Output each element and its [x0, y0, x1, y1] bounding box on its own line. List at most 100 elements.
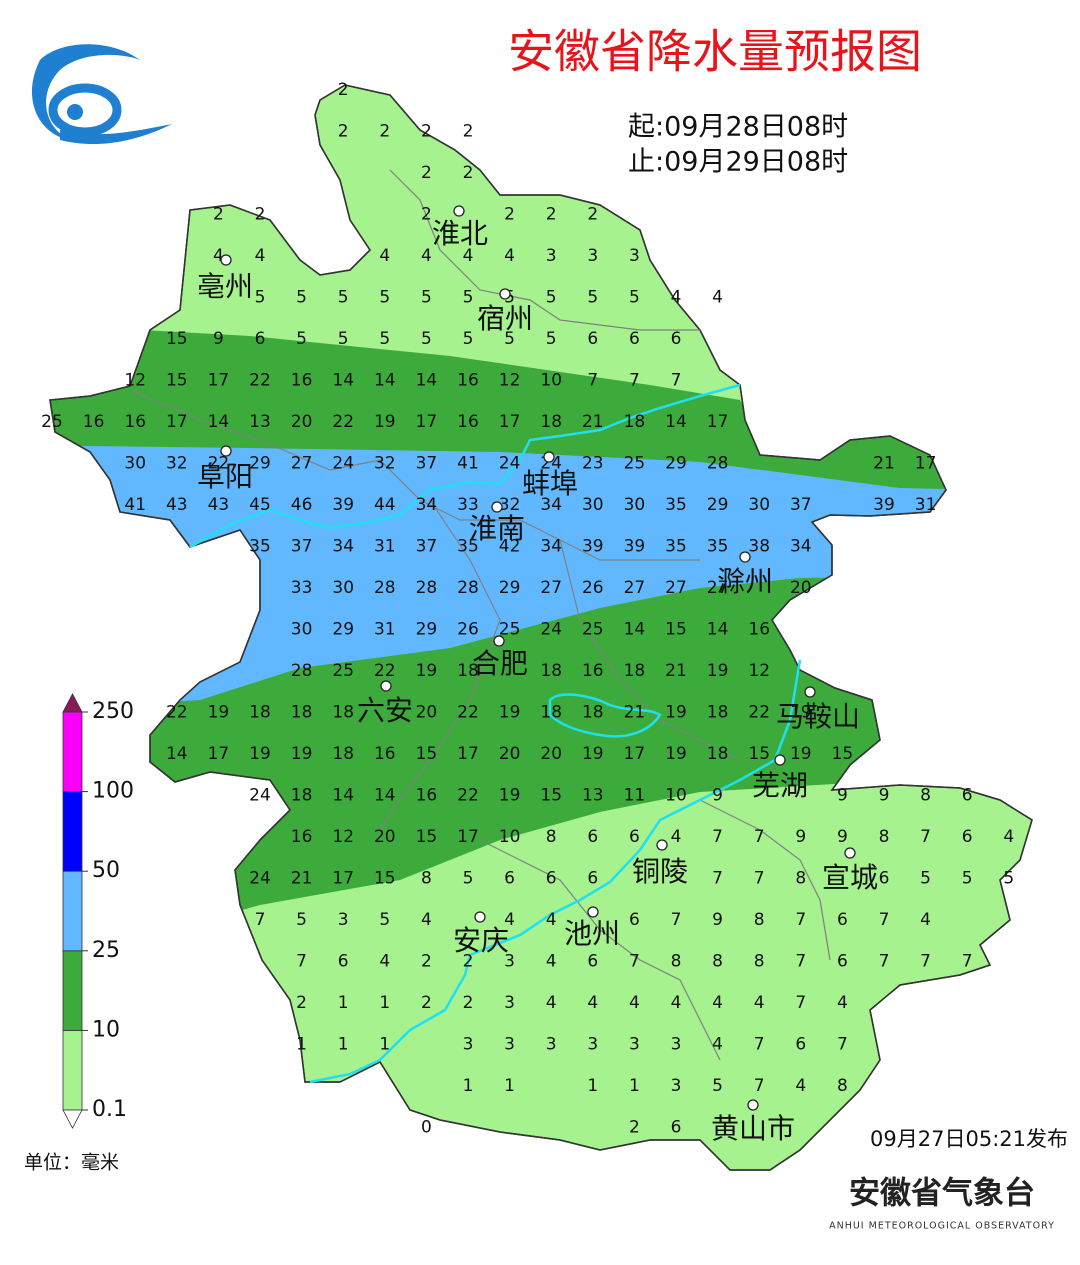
- grid-value: 12: [499, 371, 521, 391]
- grid-value: 6: [671, 329, 682, 349]
- grid-value: 4: [920, 910, 931, 930]
- legend-label: 10: [92, 1017, 120, 1042]
- grid-value: 20: [499, 744, 521, 764]
- grid-value: 43: [208, 495, 230, 515]
- grid-value: 28: [457, 578, 479, 598]
- grid-value: 22: [457, 703, 479, 723]
- grid-value: 1: [504, 1076, 515, 1096]
- grid-value: 6: [962, 786, 973, 806]
- band-blue: [50, 445, 1032, 712]
- grid-value: 3: [463, 1035, 474, 1055]
- grid-value: 20: [790, 578, 812, 598]
- grid-value: 4: [629, 993, 640, 1013]
- grid-value: 30: [624, 495, 646, 515]
- grid-value: 5: [463, 869, 474, 889]
- grid-value: 4: [671, 288, 682, 308]
- unit: 单位：毫米: [24, 1152, 119, 1174]
- grid-value: 6: [629, 910, 640, 930]
- grid-value: 4: [379, 246, 390, 266]
- grid-value: 17: [332, 869, 354, 889]
- grid-value: 45: [249, 495, 271, 515]
- grid-values: 22 2 2 22 22 2 2 2 2 24 4 4 4 4 4 3 3 35 5 5 5 5 5 5 5 5 5 4 415 9 6 5 5…: [41, 80, 1014, 1138]
- grid-value: 4: [754, 993, 765, 1013]
- agency-name: 安徽省气象台: [849, 1176, 1035, 1212]
- logo: [31, 44, 172, 145]
- city-label: 合肥: [472, 647, 528, 680]
- grid-value: 11: [624, 786, 646, 806]
- grid-value: 19: [208, 703, 230, 723]
- grid-value: 2: [463, 993, 474, 1013]
- city-borders: [129, 169, 831, 1061]
- grid-value: 18: [291, 703, 313, 723]
- grid-value: 2: [421, 205, 432, 225]
- grid-value: 22: [748, 703, 770, 723]
- grid-value: 31: [374, 620, 396, 640]
- grid-value: 1: [629, 1076, 640, 1096]
- grid-value: 9: [837, 786, 848, 806]
- grid-value: 34: [416, 495, 438, 515]
- city-label: 滁州: [717, 565, 773, 598]
- city-label: 宣城: [822, 861, 878, 894]
- grid-value: 35: [457, 537, 479, 557]
- legend-swatch: [62, 870, 83, 952]
- grid-value: 4: [421, 910, 432, 930]
- grid-value: 15: [540, 786, 562, 806]
- grid-value: 17: [707, 412, 729, 432]
- grid-value: 14: [374, 786, 396, 806]
- grid-value: 24: [249, 786, 271, 806]
- grid-value: 22: [374, 661, 396, 681]
- grid-value: 17: [416, 412, 438, 432]
- grid-value: 17: [166, 412, 188, 432]
- grid-value: 2: [296, 993, 307, 1013]
- city-label: 亳州: [197, 270, 253, 303]
- grid-value: 5: [421, 288, 432, 308]
- grid-value: 6: [587, 869, 598, 889]
- grid-value: 3: [587, 246, 598, 266]
- grid-value: 29: [499, 578, 521, 598]
- grid-value: 26: [582, 578, 604, 598]
- city-dot: [380, 680, 392, 692]
- city-label: 黄山市: [711, 1112, 795, 1145]
- legend-swatch: [62, 950, 83, 1031]
- grid-value: 7: [587, 371, 598, 391]
- grid-value: 20: [540, 744, 562, 764]
- grid-value: 8: [546, 827, 557, 847]
- grid-value: 2: [421, 952, 432, 972]
- grid-value: 4: [421, 246, 432, 266]
- grid-value: 23: [582, 454, 604, 474]
- grid-value: 35: [707, 537, 729, 557]
- grid-value: 14: [707, 620, 729, 640]
- grid-value: 2: [421, 122, 432, 142]
- grid-value: 6: [879, 869, 890, 889]
- grid-value: 6: [962, 827, 973, 847]
- grid-value: 41: [124, 495, 146, 515]
- period-start: 起:09月28日08时: [628, 112, 848, 143]
- grid-value: 15: [665, 620, 687, 640]
- grid-value: 24: [249, 869, 271, 889]
- grid-value: 32: [374, 454, 396, 474]
- city-label: 淮北: [432, 217, 488, 250]
- grid-value: 6: [338, 952, 349, 972]
- grid-value: 5: [379, 288, 390, 308]
- grid-value: 19: [291, 744, 313, 764]
- grid-value: 21: [624, 703, 646, 723]
- grid-value: 44: [374, 495, 396, 515]
- city-label: 宿州: [477, 302, 533, 335]
- grid-value: 2: [504, 205, 515, 225]
- grid-value: 18: [249, 703, 271, 723]
- grid-value: 3: [504, 1035, 515, 1055]
- city-label: 铜陵: [632, 855, 688, 888]
- grid-value: 7: [671, 371, 682, 391]
- grid-value: 28: [291, 661, 313, 681]
- city-dot: [491, 501, 503, 513]
- legend-swatch: [62, 791, 83, 872]
- legend-label: 0.1: [92, 1097, 127, 1122]
- grid-value: 1: [379, 1035, 390, 1055]
- grid-value: 14: [332, 371, 354, 391]
- chaohu-lake: [548, 693, 662, 738]
- agency-english: ANHUI METEOROLOGICAL OBSERVATORY: [829, 1221, 1055, 1232]
- grid-value: 42: [499, 537, 521, 557]
- legend-arrow-top: [62, 693, 83, 713]
- grid-value: 5: [338, 329, 349, 349]
- grid-value: 9: [795, 827, 806, 847]
